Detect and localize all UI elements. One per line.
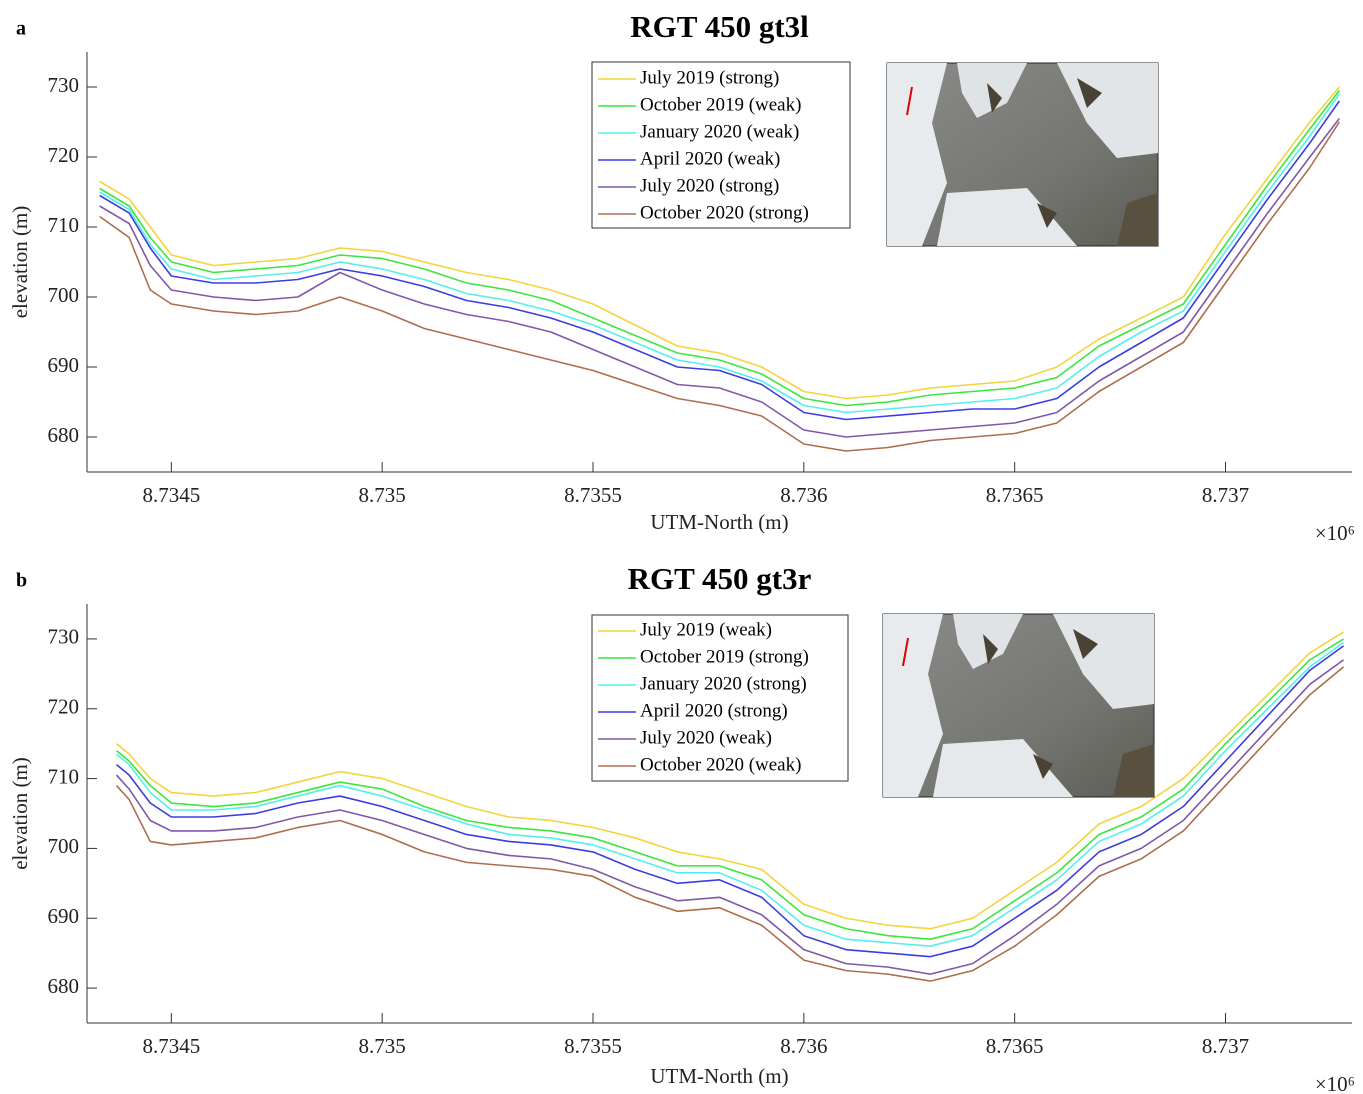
x-tick-label: 8.7345 [142, 483, 200, 507]
x-scale-label: ×10⁶ [1315, 521, 1355, 545]
x-tick-label: 8.7355 [564, 483, 622, 507]
inset-map [882, 613, 1155, 798]
data-line [99, 121, 1341, 452]
y-axis-label: elevation (m) [8, 206, 32, 319]
data-line [116, 638, 1344, 940]
y-tick-label: 730 [48, 625, 80, 649]
legend-label: April 2020 (strong) [640, 700, 788, 721]
inset-map [886, 62, 1159, 247]
panel: 680 690 700 710 720 730 8.7345 8.735 8.7355 8.736… [8, 9, 1355, 545]
legend-label: July 2019 (strong) [640, 67, 779, 88]
x-axis-label: UTM-North (m) [650, 510, 788, 534]
y-tick-label: 700 [48, 834, 80, 858]
x-tick-label: 8.735 [359, 483, 406, 507]
x-tick-label: 8.737 [1202, 483, 1249, 507]
x-tick-label: 8.7365 [986, 1034, 1044, 1058]
y-tick-label: 690 [48, 904, 80, 928]
x-scale-label: ×10⁶ [1315, 1072, 1355, 1094]
x-tick-label: 8.735 [359, 1034, 406, 1058]
y-tick-label: 700 [48, 283, 80, 307]
legend-label: October 2019 (strong) [640, 646, 809, 667]
y-tick-label: 680 [48, 974, 80, 998]
x-tick-label: 8.736 [780, 483, 827, 507]
y-tick-label: 720 [48, 695, 80, 719]
data-line [99, 86, 1340, 400]
legend-label: January 2020 (weak) [640, 121, 799, 142]
legend-label: October 2020 (weak) [640, 754, 801, 775]
y-tick-label: 710 [48, 213, 80, 237]
data-line [116, 645, 1345, 958]
data-line [115, 666, 1345, 982]
data-line [115, 659, 1345, 975]
y-tick-label: 680 [48, 423, 80, 447]
legend: July 2019 (weak) October 2019 (strong) Jan… [591, 614, 849, 782]
legend-label: October 2020 (strong) [640, 202, 809, 223]
x-tick-label: 8.7365 [986, 483, 1044, 507]
x-tick-label: 8.7345 [142, 1034, 200, 1058]
panel-label: b [16, 570, 27, 592]
legend-box [591, 614, 849, 782]
legend-label: April 2020 (weak) [640, 148, 780, 169]
legend-label: January 2020 (strong) [640, 673, 807, 694]
x-axis-label: UTM-North (m) [650, 1064, 788, 1088]
data-line [99, 100, 1341, 421]
data-line [116, 641, 1345, 947]
data-line [99, 118, 1340, 438]
x-tick-label: 8.7355 [564, 1034, 622, 1058]
legend-label: July 2019 (weak) [640, 619, 772, 640]
chart-title: RGT 450 gt3l [630, 9, 809, 44]
y-tick-label: 730 [48, 73, 80, 97]
legend-label: October 2019 (weak) [640, 94, 801, 115]
panel: 680 690 700 710 720 730 8.7345 8.735 8.7355 8.736… [8, 561, 1355, 1094]
chart-title: RGT 450 gt3r [628, 561, 812, 596]
panel-label: a [16, 18, 26, 40]
y-tick-label: 710 [48, 764, 80, 788]
y-axis-label: elevation (m) [8, 757, 32, 870]
y-tick-label: 720 [48, 143, 80, 167]
x-tick-label: 8.736 [780, 1034, 827, 1058]
legend-box [591, 61, 851, 229]
data-line [99, 93, 1341, 414]
legend: July 2019 (strong) October 2019 (weak) Jan… [591, 61, 851, 229]
y-tick-label: 690 [48, 353, 80, 377]
x-tick-label: 8.737 [1202, 1034, 1249, 1058]
data-line [116, 631, 1344, 930]
legend-label: July 2020 (strong) [640, 175, 779, 196]
data-line [99, 90, 1340, 407]
legend-label: July 2020 (weak) [640, 727, 772, 748]
